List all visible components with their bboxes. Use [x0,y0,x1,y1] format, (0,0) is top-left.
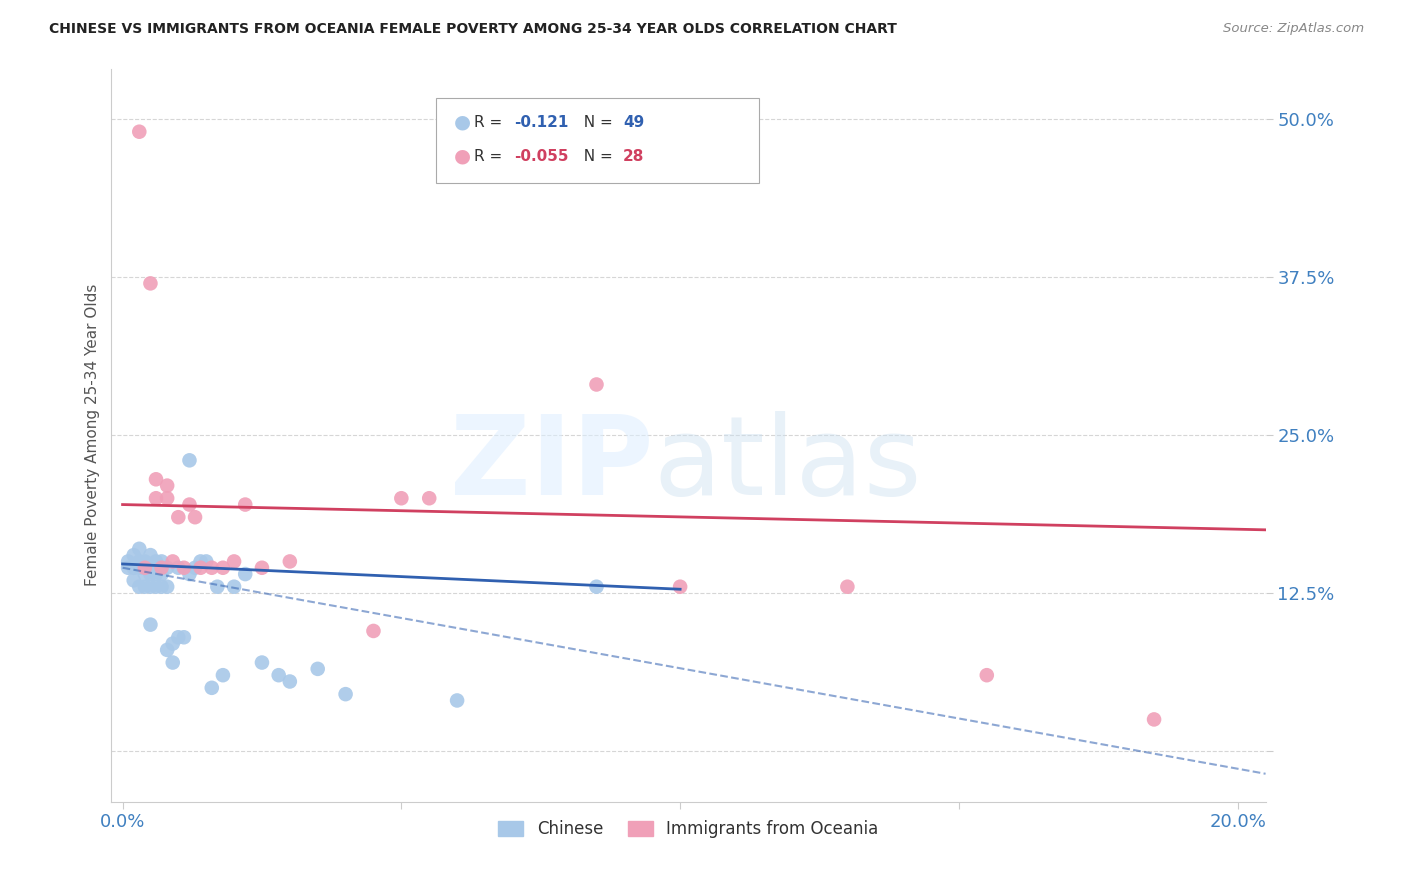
Point [173,630,195,644]
Text: N =: N = [574,149,617,163]
Point [190,560,212,574]
Point [134,580,156,594]
Y-axis label: Female Poverty Among 25-34 Year Olds: Female Poverty Among 25-34 Year Olds [86,284,100,586]
Point [222,554,245,568]
Point [139,560,162,574]
Point [179,498,201,512]
Point [128,554,150,568]
Text: ●: ● [454,112,471,132]
Point [184,560,207,574]
Point [250,560,273,574]
Point [363,624,385,638]
Point [1143,713,1166,727]
Point [184,510,207,524]
Point [117,560,139,574]
Point [250,656,273,670]
Point [179,567,201,582]
Point [117,554,139,568]
Point [150,554,173,568]
Text: R =: R = [474,149,508,163]
Point [145,567,167,582]
Text: 28: 28 [623,149,644,163]
Point [669,580,692,594]
Point [585,377,607,392]
Text: ●: ● [454,146,471,166]
Point [139,277,162,291]
Point [156,478,179,492]
Point [162,554,184,568]
Point [145,554,167,568]
Point [201,560,224,574]
Point [278,674,301,689]
Point [134,560,156,574]
Point [156,491,179,506]
Point [145,580,167,594]
Point [150,560,173,574]
Point [139,580,162,594]
Point [150,567,173,582]
Point [156,580,179,594]
Point [389,491,412,506]
Text: Source: ZipAtlas.com: Source: ZipAtlas.com [1223,22,1364,36]
Point [139,567,162,582]
Point [195,554,218,568]
Point [128,541,150,556]
Point [278,554,301,568]
Point [179,453,201,467]
Point [156,643,179,657]
Point [122,574,145,588]
Text: atlas: atlas [654,411,922,518]
Point [267,668,290,682]
Point [134,554,156,568]
Legend: Chinese, Immigrants from Oceania: Chinese, Immigrants from Oceania [492,814,886,845]
Point [162,656,184,670]
Text: N =: N = [574,115,617,129]
Point [128,580,150,594]
Point [122,560,145,574]
Point [134,567,156,582]
Point [162,637,184,651]
Text: -0.121: -0.121 [515,115,569,129]
Point [201,681,224,695]
Point [156,560,179,574]
Text: ZIP: ZIP [450,411,654,518]
Point [134,560,156,574]
Point [167,630,190,644]
Point [233,567,256,582]
Point [128,125,150,139]
Point [122,548,145,562]
Text: 49: 49 [623,115,644,129]
Text: -0.055: -0.055 [515,149,569,163]
Point [139,548,162,562]
Point [207,580,229,594]
Point [837,580,859,594]
Point [150,580,173,594]
Text: R =: R = [474,115,508,129]
Point [167,560,190,574]
Point [212,668,235,682]
Point [222,580,245,594]
Point [139,617,162,632]
Point [585,580,607,594]
Point [307,662,329,676]
Point [233,498,256,512]
Point [418,491,440,506]
Point [128,560,150,574]
Point [145,491,167,506]
Point [173,560,195,574]
Point [976,668,998,682]
Point [145,472,167,486]
Point [446,693,468,707]
Point [212,560,235,574]
Text: CHINESE VS IMMIGRANTS FROM OCEANIA FEMALE POVERTY AMONG 25-34 YEAR OLDS CORRELAT: CHINESE VS IMMIGRANTS FROM OCEANIA FEMAL… [49,22,897,37]
Point [190,554,212,568]
Point [335,687,357,701]
Point [167,510,190,524]
